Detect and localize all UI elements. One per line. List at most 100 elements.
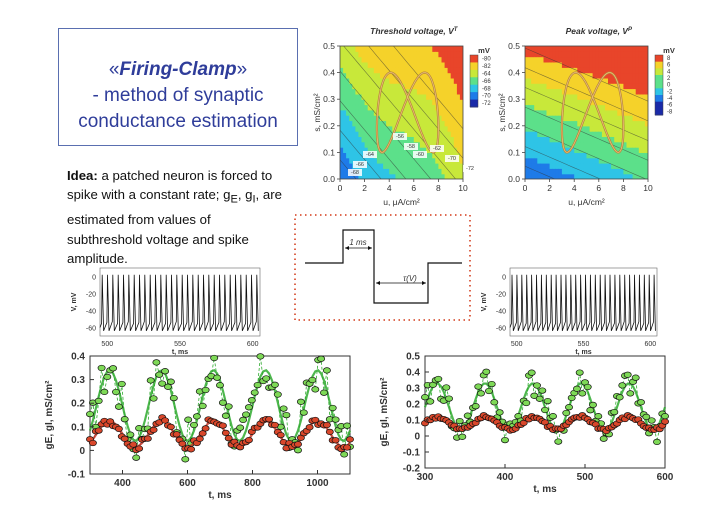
heat-cell bbox=[389, 173, 393, 179]
heat-cell bbox=[626, 157, 631, 164]
heat-cell bbox=[416, 56, 421, 63]
x-tick-label: 600 bbox=[247, 341, 259, 348]
heat-cell bbox=[540, 88, 545, 95]
heat-cell bbox=[370, 157, 375, 164]
heat-cell bbox=[376, 120, 381, 127]
heat-cell bbox=[398, 120, 403, 127]
heat-cell bbox=[629, 77, 634, 84]
y-tick-label: 0.1 bbox=[71, 422, 85, 433]
heat-cell bbox=[358, 125, 363, 132]
heat-cell bbox=[423, 46, 427, 52]
heat-cell bbox=[598, 109, 603, 116]
heat-cell bbox=[349, 62, 353, 68]
contour-label-bg bbox=[393, 133, 407, 140]
heat-cell bbox=[450, 77, 455, 84]
heat-cell bbox=[531, 56, 535, 63]
heat-cell bbox=[568, 46, 572, 52]
heat-cell bbox=[361, 131, 366, 137]
heat-cell bbox=[614, 46, 618, 52]
heat-cell bbox=[605, 72, 609, 79]
heat-cell bbox=[580, 46, 585, 52]
heat-cell bbox=[540, 173, 545, 179]
heat-cell bbox=[595, 109, 600, 116]
heat-cell bbox=[561, 83, 566, 90]
x-tick-label: 4 bbox=[572, 183, 577, 193]
heat-cell bbox=[558, 104, 563, 111]
heat-cell bbox=[419, 51, 424, 58]
heat-cell bbox=[401, 168, 406, 175]
heat-cell bbox=[568, 99, 572, 106]
heat-cell bbox=[367, 168, 372, 175]
heat-cell bbox=[459, 46, 463, 52]
heat-cell bbox=[574, 157, 578, 164]
heat-cell bbox=[595, 125, 600, 132]
heat-cell bbox=[549, 51, 554, 58]
heat-cell bbox=[407, 51, 412, 58]
heat-cell bbox=[364, 131, 369, 137]
heat-cell bbox=[343, 62, 347, 68]
heat-cell bbox=[370, 67, 375, 74]
heat-cell bbox=[558, 157, 563, 164]
heat-cell bbox=[358, 88, 363, 95]
heat-cell bbox=[423, 163, 427, 169]
heat-cell bbox=[528, 147, 532, 153]
data-marker bbox=[149, 395, 158, 402]
heat-cell bbox=[389, 83, 393, 90]
heat-cell bbox=[558, 109, 563, 116]
contour-label: -60 bbox=[416, 152, 424, 158]
heat-cell bbox=[623, 46, 628, 52]
y-tick-label: 0.1 bbox=[323, 147, 335, 157]
heat-cell bbox=[629, 51, 634, 58]
y-tick-label: -20 bbox=[496, 292, 506, 299]
heat-cell bbox=[373, 141, 378, 148]
heat-cell bbox=[595, 51, 600, 58]
heat-cell bbox=[558, 173, 563, 179]
heat-cell bbox=[608, 67, 612, 74]
heat-cell bbox=[568, 131, 572, 137]
heat-cell bbox=[416, 173, 421, 179]
heat-cell bbox=[546, 131, 551, 137]
heat-cell bbox=[571, 83, 575, 90]
heat-cell bbox=[531, 163, 535, 169]
heat-cell bbox=[592, 157, 597, 164]
heat-cell bbox=[429, 152, 433, 159]
heat-cell bbox=[552, 173, 557, 179]
heat-cell bbox=[528, 109, 532, 116]
data-marker bbox=[575, 369, 584, 376]
heat-cell bbox=[555, 104, 560, 111]
heat-cell bbox=[629, 152, 634, 159]
heat-cell bbox=[546, 51, 551, 58]
pulse-box bbox=[294, 214, 471, 321]
heat-cell bbox=[376, 83, 381, 90]
heat-cell bbox=[367, 93, 372, 100]
heat-cell bbox=[592, 51, 597, 58]
heat-cell bbox=[561, 72, 566, 79]
heat-cell bbox=[546, 62, 551, 68]
data-marker bbox=[187, 446, 196, 453]
data-marker bbox=[166, 423, 175, 431]
heat-cell bbox=[450, 104, 455, 111]
heat-cell bbox=[549, 88, 554, 95]
heat-cell bbox=[416, 93, 421, 100]
heat-cell bbox=[583, 147, 588, 153]
heat-cell bbox=[641, 46, 646, 52]
heat-cell bbox=[641, 99, 646, 106]
heat-cell bbox=[358, 93, 363, 100]
heat-cell bbox=[611, 120, 615, 127]
colorbar-frame bbox=[654, 54, 664, 116]
data-marker bbox=[322, 421, 331, 429]
heat-cell bbox=[370, 62, 375, 68]
heat-cell bbox=[386, 99, 390, 106]
heat-cell bbox=[447, 104, 452, 111]
heat-cell bbox=[626, 88, 631, 95]
trajectory-highlight bbox=[376, 72, 439, 153]
heat-cell bbox=[580, 115, 585, 122]
heat-cell bbox=[617, 104, 621, 111]
heat-cell bbox=[429, 88, 433, 95]
heat-cell bbox=[595, 173, 600, 179]
heat-cell bbox=[438, 77, 443, 84]
heat-cell bbox=[620, 131, 624, 137]
heat-cell bbox=[438, 136, 443, 143]
heat-cell bbox=[540, 136, 545, 143]
heat-cell bbox=[450, 46, 455, 52]
